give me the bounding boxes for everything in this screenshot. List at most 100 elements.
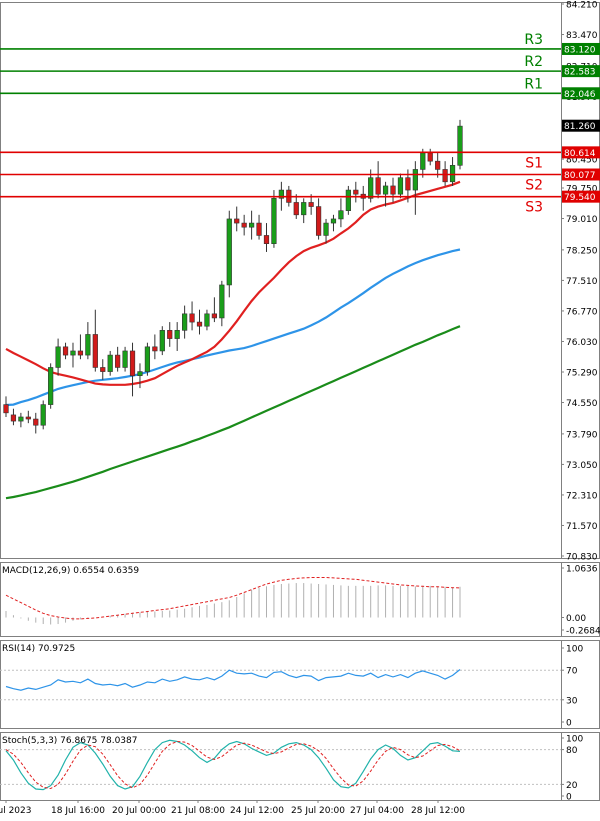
level-price-label-r1: 82.046 (564, 90, 596, 100)
stoch-y-tick-label: 20 (566, 781, 578, 791)
candle-body (353, 189, 359, 195)
stoch-indicator-label: Stoch(5,3,3) 76.8675 78.0387 (2, 736, 137, 746)
candle-body (375, 177, 381, 195)
rsi-indicator-label: RSI(14) 70.9725 (2, 644, 75, 654)
candle-body (77, 350, 84, 356)
level-price-tag-r3 (562, 42, 600, 55)
main-y-tick-label: 83.470 (566, 31, 598, 41)
candle-body (301, 202, 307, 216)
candle-body (3, 404, 9, 414)
level-name-r1: R1 (524, 76, 543, 92)
level-price-label-r3: 83.120 (564, 45, 596, 55)
candle-body (397, 177, 404, 195)
level-name-s2: S2 (525, 178, 543, 194)
level-price-tag-s1 (562, 146, 600, 159)
candle-body (382, 185, 389, 195)
candle-body (167, 330, 173, 339)
candle-body (182, 313, 188, 331)
candle-body (427, 152, 433, 162)
main-y-tick-label: 75.290 (566, 369, 598, 379)
main-y-tick-label: 72.310 (566, 491, 598, 501)
level-price-tag-r1 (562, 87, 600, 100)
candle-body (33, 418, 39, 426)
rsi-line (5, 669, 461, 691)
level-price-tag-r2 (562, 65, 600, 78)
candle-body (85, 334, 91, 356)
candle-body (159, 330, 165, 352)
current-price-label: 81.260 (564, 122, 596, 132)
macd-indicator-label: MACD(12,26,9) 0.6554 0.6359 (2, 566, 139, 576)
candle-body (412, 169, 418, 191)
x-tick-label: 21 Jul 08:00 (171, 806, 225, 816)
candle-body (18, 416, 24, 422)
candle-body (107, 354, 113, 372)
x-tick-label: 18 Jul 16:00 (51, 806, 105, 816)
candle-body (308, 202, 314, 207)
main-y-tick-label: 73.790 (566, 430, 598, 440)
level-price-tag-s3 (562, 190, 600, 203)
candle-body (457, 125, 463, 166)
candle-body (174, 330, 180, 339)
candle-body (92, 334, 98, 368)
level-name-s3: S3 (525, 200, 543, 216)
level-price-label-s3: 79.540 (564, 193, 596, 203)
candle-body (435, 160, 441, 170)
main-y-tick-label: 71.570 (566, 522, 598, 532)
main-y-tick-label: 78.250 (566, 246, 598, 256)
candle-body (219, 284, 225, 319)
candle-body (211, 313, 218, 319)
macd-y-tick-label: 1.0636 (566, 565, 598, 575)
rsi-y-tick-label: 70 (566, 667, 578, 677)
moving-average-red-line (5, 180, 461, 386)
candle-body (10, 414, 17, 422)
candle-body (196, 321, 203, 327)
candle-body (256, 222, 262, 236)
main-y-tick-label: 80.450 (566, 156, 598, 166)
main-y-tick-label: 79.010 (566, 215, 598, 225)
level-name-r2: R2 (524, 54, 543, 70)
candle-body (144, 346, 151, 372)
level-name-s1: S1 (525, 155, 543, 171)
candle-body (368, 177, 374, 199)
candle-body (278, 189, 284, 199)
x-tick-label: 24 Jul 12:00 (230, 806, 284, 816)
candle-body (129, 350, 136, 377)
macd-panel-frame (0, 562, 600, 637)
main-panel-frame (0, 2, 600, 559)
rsi-panel-frame (0, 640, 600, 729)
rsi-y-tick-label: 100 (566, 645, 583, 655)
stoch-y-tick-label: 100 (566, 735, 583, 745)
candle-body (420, 152, 426, 170)
candle-body (115, 354, 121, 368)
rsi-y-tick-label: 30 (566, 696, 578, 706)
stoch-y-tick-label: 0 (566, 793, 572, 803)
candle-body (152, 346, 158, 352)
stoch-y-tick-label: 80 (566, 746, 578, 756)
candle-body (189, 313, 195, 323)
macd-signal-line (5, 577, 461, 620)
candle-body (248, 222, 255, 228)
main-y-tick-label: 76.770 (566, 307, 598, 317)
main-y-tick-label: 76.030 (566, 338, 598, 348)
stoch-k-line (5, 739, 461, 791)
level-price-label-s1: 80.614 (564, 149, 596, 159)
main-y-tick-label: 74.550 (566, 399, 598, 409)
candle-body (48, 367, 54, 405)
candle-body (100, 367, 106, 372)
main-y-tick-label: 73.050 (566, 461, 598, 471)
candle-body (390, 185, 396, 195)
main-y-tick-label: 84.210 (566, 1, 598, 11)
macd-y-tick-label: -0.2684 (566, 627, 600, 637)
candle-body (323, 222, 329, 236)
candle-body (345, 189, 351, 211)
candle-body (405, 177, 411, 191)
stoch-d-line (5, 740, 461, 790)
moving-average-green-line (5, 325, 461, 500)
candle-body (40, 404, 46, 426)
x-tick-label: 17 Jul 2023 (0, 806, 31, 816)
candle-body (293, 202, 299, 216)
candle-body (315, 206, 322, 236)
candle-body (226, 218, 232, 286)
candle-body (137, 371, 143, 377)
